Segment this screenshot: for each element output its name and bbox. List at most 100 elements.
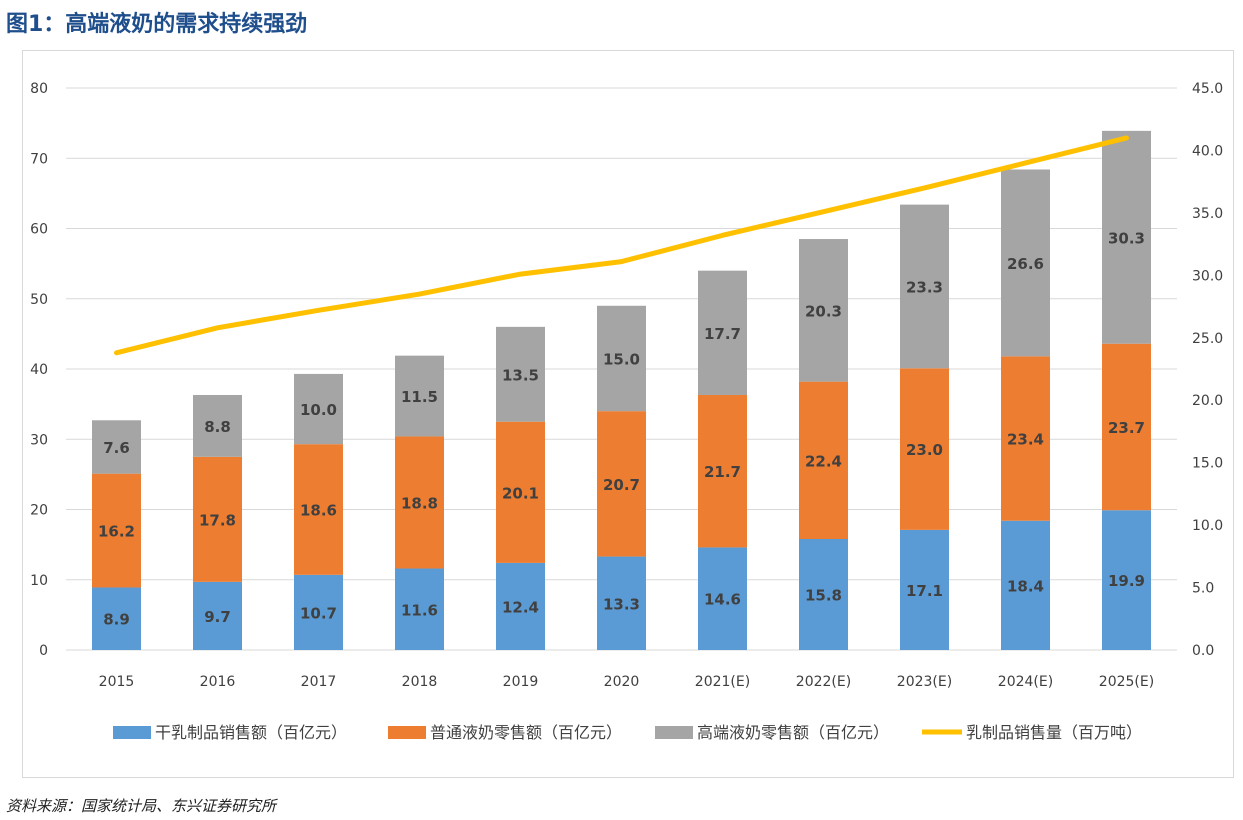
x-tick-label: 2017 <box>301 674 337 690</box>
legend-swatch <box>655 726 693 739</box>
y-right-tick-label: 25.0 <box>1192 331 1223 347</box>
data-label: 10.7 <box>300 604 337 622</box>
data-label: 15.8 <box>805 587 842 605</box>
data-label: 19.9 <box>1108 572 1145 590</box>
y-right-tick-label: 35.0 <box>1192 206 1223 222</box>
y-left-tick-label: 10 <box>30 573 48 589</box>
data-label: 26.6 <box>1007 255 1044 273</box>
bar-segment <box>395 355 444 437</box>
y-left-tick-label: 50 <box>30 292 48 308</box>
bar-segment <box>698 394 747 548</box>
bar-segment <box>1102 510 1151 650</box>
bar-segment <box>597 411 646 557</box>
y-left-tick-label: 30 <box>30 432 48 448</box>
bar-segment <box>294 373 343 445</box>
y-left-tick-label: 60 <box>30 222 48 238</box>
source-note: 资料来源：国家统计局、东兴证券研究所 <box>6 797 277 815</box>
data-label: 18.8 <box>401 494 438 512</box>
data-label: 17.8 <box>199 511 236 529</box>
data-label: 13.3 <box>603 595 640 613</box>
data-label: 8.8 <box>204 418 231 436</box>
data-label: 20.3 <box>805 302 842 320</box>
data-label: 17.7 <box>704 325 741 343</box>
y-right-tick-label: 20.0 <box>1192 393 1223 409</box>
bar-segment <box>92 420 141 474</box>
legend-swatch <box>388 726 426 739</box>
bar-segment <box>193 394 242 457</box>
data-label: 20.1 <box>502 484 539 502</box>
x-tick-label: 2019 <box>503 674 539 690</box>
data-label: 8.9 <box>103 611 130 629</box>
data-label: 23.7 <box>1108 419 1145 437</box>
bar-segment <box>496 421 545 563</box>
y-right-tick-label: 0.0 <box>1192 643 1214 659</box>
bar-segment <box>799 539 848 650</box>
bar-segment <box>799 239 848 382</box>
y-right-tick-label: 45.0 <box>1192 81 1223 97</box>
bar-segment <box>92 587 141 650</box>
legend-label: 高端液奶零售额（百亿元） <box>697 723 889 742</box>
y-left-tick-label: 80 <box>30 81 48 97</box>
data-label: 7.6 <box>103 439 130 457</box>
data-label: 12.4 <box>502 598 539 616</box>
data-label: 11.5 <box>401 388 438 406</box>
bar-segment <box>294 574 343 650</box>
bar-segment <box>900 204 949 369</box>
page-title: 图1：高端液奶的需求持续强劲 <box>6 12 308 37</box>
data-label: 23.0 <box>906 441 943 459</box>
data-label: 18.4 <box>1007 577 1044 595</box>
bar-segment <box>597 305 646 412</box>
bar-segment <box>193 581 242 650</box>
bar-segment <box>900 368 949 530</box>
bar-segment <box>92 473 141 588</box>
x-tick-label: 2023(E) <box>897 674 952 690</box>
y-right-tick-label: 5.0 <box>1192 581 1214 597</box>
bar-segment <box>597 556 646 650</box>
data-label: 23.4 <box>1007 431 1044 449</box>
y-right-tick-label: 30.0 <box>1192 268 1223 284</box>
legend-label: 普通液奶零售额（百亿元） <box>430 723 622 742</box>
legend-label: 乳制品销售量（百万吨） <box>966 723 1142 742</box>
data-label: 10.0 <box>300 401 337 419</box>
x-tick-label: 2015 <box>99 674 135 690</box>
data-label: 17.1 <box>906 582 943 600</box>
bar-segment <box>496 562 545 650</box>
x-tick-label: 2021(E) <box>695 674 750 690</box>
data-label: 18.6 <box>300 502 337 520</box>
bar-segment <box>900 529 949 650</box>
data-label: 23.3 <box>906 278 943 296</box>
y-right-tick-label: 15.0 <box>1192 456 1223 472</box>
x-tick-label: 2016 <box>200 674 236 690</box>
chart: 0 10 20 30 40 50 60 70 80 0.0 5.0 10.0 15.0 20.0 25.0 3… <box>30 81 1223 742</box>
x-tick-label: 2022(E) <box>796 674 851 690</box>
y-left-tick-label: 70 <box>30 151 48 167</box>
data-label: 21.7 <box>704 463 741 481</box>
bar-segment <box>193 456 242 582</box>
legend-label: 干乳制品销售额（百亿元） <box>155 723 347 742</box>
bar-segment <box>395 436 444 569</box>
bar-segment <box>1001 356 1050 521</box>
bar-segment <box>496 326 545 422</box>
data-label: 13.5 <box>502 366 539 384</box>
y-left-tick-label: 20 <box>30 503 48 519</box>
data-label: 11.6 <box>401 601 438 619</box>
bar-segment <box>395 568 444 650</box>
bar-segment <box>1001 520 1050 650</box>
data-label: 9.7 <box>204 608 231 626</box>
y-right-tick-label: 40.0 <box>1192 143 1223 159</box>
data-label: 14.6 <box>704 591 741 609</box>
x-tick-label: 2018 <box>402 674 438 690</box>
x-tick-label: 2025(E) <box>1099 674 1154 690</box>
bar-segment <box>1001 169 1050 357</box>
data-label: 20.7 <box>603 476 640 494</box>
legend-swatch <box>113 726 151 739</box>
y-right-tick-label: 10.0 <box>1192 518 1223 534</box>
bar-segment <box>698 270 747 395</box>
bar-segment <box>799 381 848 540</box>
y-left-tick-label: 0 <box>39 643 48 659</box>
data-label: 22.4 <box>805 452 842 470</box>
data-label: 16.2 <box>98 523 135 541</box>
bar-segment <box>294 444 343 575</box>
x-tick-label: 2020 <box>604 674 640 690</box>
data-label: 30.3 <box>1108 229 1145 247</box>
